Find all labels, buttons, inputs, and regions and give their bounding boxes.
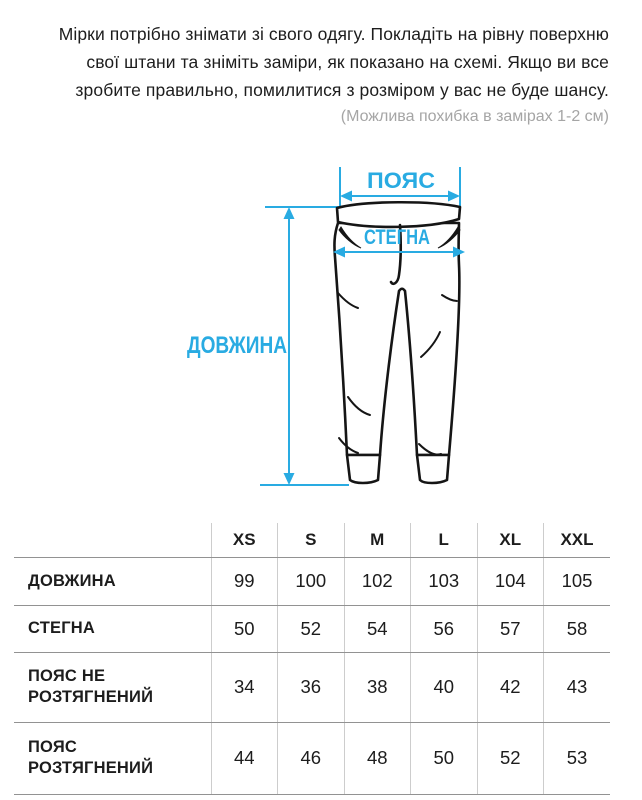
cell-hips-l: 56 xyxy=(410,605,478,653)
intro-line-1: Мірки потрібно знімати зі свого одягу. П… xyxy=(58,24,609,44)
cell-length-m: 102 xyxy=(344,557,411,606)
column-header-m: M xyxy=(344,523,411,558)
cell-length-xxl: 105 xyxy=(543,557,610,606)
cell-waist-stretched-xxl: 53 xyxy=(543,722,610,795)
cell-waist-stretched-xl: 52 xyxy=(477,722,544,795)
cell-length-xs: 99 xyxy=(211,557,278,606)
cell-waist-unstretched-xxl: 43 xyxy=(543,652,610,723)
row-label-text: СТЕГНА xyxy=(28,619,95,637)
cell-waist-stretched-xs: 44 xyxy=(211,722,278,795)
hips-arrowhead-left-icon xyxy=(333,246,345,258)
table-row-hips: СТЕГНА 50 52 54 56 57 58 xyxy=(14,605,610,653)
length-dimension: ДОВЖИНА xyxy=(187,206,349,486)
column-header-l: L xyxy=(410,523,478,558)
column-header-xl: XL xyxy=(477,523,544,558)
cell-length-xl: 104 xyxy=(477,557,544,606)
row-label-hips: СТЕГНА xyxy=(14,605,212,653)
pants-waistband xyxy=(335,200,462,229)
cell-length-l: 103 xyxy=(410,557,478,606)
cell-hips-xxl: 58 xyxy=(543,605,610,653)
size-table-corner-cell xyxy=(14,523,212,558)
table-row-length: ДОВЖИНА 99 100 102 103 104 105 xyxy=(14,557,610,606)
intro-text: Мірки потрібно знімати зі свого одягу. П… xyxy=(30,20,609,104)
row-label-waist-unstretched: ПОЯС НЕ РОЗТЯГНЕНИЙ xyxy=(14,652,212,723)
wrinkle-left-shin xyxy=(347,396,371,416)
cell-hips-xl: 57 xyxy=(477,605,544,653)
pants-measurement-diagram: ДОВЖИНА ПОЯС xyxy=(187,167,465,486)
column-header-xxl: XXL xyxy=(543,523,610,558)
table-row-waist-unstretched: ПОЯС НЕ РОЗТЯГНЕНИЙ 34 36 38 40 42 43 xyxy=(14,652,610,723)
cell-hips-xs: 50 xyxy=(211,605,278,653)
pants-right-pocket xyxy=(437,226,461,249)
table-row-waist-stretched: ПОЯС РОЗТЯГНЕНИЙ 44 46 48 50 52 53 xyxy=(14,722,610,795)
cell-waist-stretched-l: 50 xyxy=(410,722,478,795)
row-label-text-line2: РОЗТЯГНЕНИЙ xyxy=(28,759,154,777)
cell-waist-stretched-s: 46 xyxy=(277,722,345,795)
pants-left-pocket xyxy=(338,226,362,249)
cell-waist-stretched-m: 48 xyxy=(344,722,411,795)
wrinkle-left-thigh xyxy=(337,292,359,309)
row-label-text: ПОЯС xyxy=(28,738,78,756)
cell-waist-unstretched-m: 38 xyxy=(344,652,411,723)
waist-arrowhead-left-icon xyxy=(340,190,352,202)
intro-line-3: зробите правильно, помилитися з розміром… xyxy=(75,80,609,100)
length-arrowhead-up-icon xyxy=(283,207,295,219)
cell-hips-m: 54 xyxy=(344,605,411,653)
row-label-text: ДОВЖИНА xyxy=(28,571,116,590)
pants-right-cuff xyxy=(415,453,451,485)
cell-waist-unstretched-l: 40 xyxy=(410,652,478,723)
pants-outline xyxy=(333,200,462,485)
hips-label: СТЕГНА xyxy=(364,226,430,249)
tolerance-note: (Можлива похибка в замірах 1-2 см) xyxy=(340,108,609,125)
row-label-length: ДОВЖИНА xyxy=(14,557,212,606)
cell-waist-unstretched-xl: 42 xyxy=(477,652,544,723)
column-header-xs: XS xyxy=(211,523,278,558)
cell-waist-unstretched-xs: 34 xyxy=(211,652,278,723)
intro-line-2: свої штани та зніміть заміри, як показан… xyxy=(86,52,609,72)
row-label-waist-stretched: ПОЯС РОЗТЯГНЕНИЙ xyxy=(14,722,212,795)
length-arrowhead-down-icon xyxy=(283,473,295,485)
wrinkle-right-knee xyxy=(420,331,441,358)
waist-dimension: ПОЯС xyxy=(339,167,461,206)
length-label: ДОВЖИНА xyxy=(187,332,287,359)
hips-arrowhead-right-icon xyxy=(453,246,465,258)
cell-length-s: 100 xyxy=(277,557,345,606)
pants-body xyxy=(333,221,461,457)
row-label-text-line2: РОЗТЯГНЕНИЙ xyxy=(28,688,154,706)
waist-arrowhead-right-icon xyxy=(448,190,460,202)
hips-dimension: СТЕГНА xyxy=(333,226,465,258)
size-table-header-row: XS S M L XL XXL xyxy=(14,523,610,558)
row-label-text: ПОЯС НЕ xyxy=(28,667,106,685)
cell-waist-unstretched-s: 36 xyxy=(277,652,345,723)
column-header-s: S xyxy=(277,523,345,558)
cell-hips-s: 52 xyxy=(277,605,345,653)
pants-left-cuff xyxy=(345,453,382,485)
waist-label: ПОЯС xyxy=(367,168,435,193)
pants-fly-seam xyxy=(389,223,402,286)
wrinkle-left-ankle xyxy=(338,437,359,454)
wrinkle-right-thigh xyxy=(441,294,458,302)
size-table: XS S M L XL XXL ДОВЖИНА 99 100 102 103 1… xyxy=(14,523,610,795)
